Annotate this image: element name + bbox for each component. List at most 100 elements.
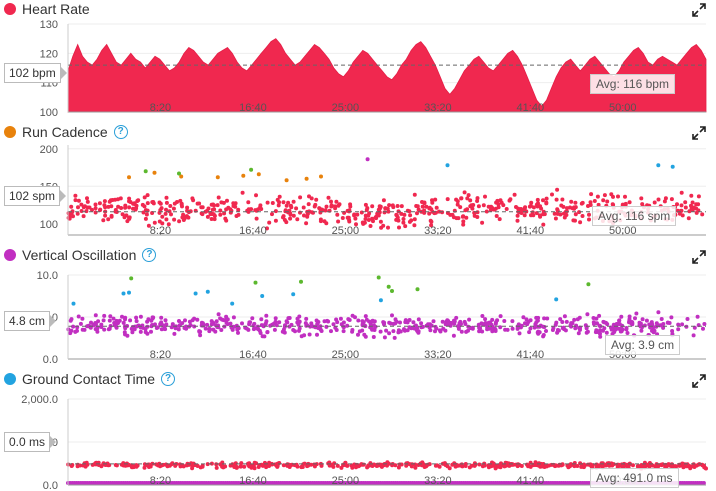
data-point	[160, 214, 165, 219]
data-point	[429, 219, 434, 224]
outlier-point	[127, 175, 131, 180]
outlier-point	[179, 174, 184, 179]
data-point	[399, 211, 404, 216]
data-point	[515, 213, 520, 218]
y-tick-label: 0.0	[43, 354, 58, 366]
data-point	[239, 461, 244, 466]
data-point	[694, 202, 699, 207]
data-point	[577, 326, 582, 330]
data-point	[262, 334, 267, 339]
data-point	[176, 327, 181, 332]
data-point	[683, 200, 688, 205]
expand-icon[interactable]	[692, 374, 706, 388]
data-point	[468, 198, 473, 203]
data-point	[102, 203, 107, 208]
outlier-point	[193, 291, 198, 296]
data-point	[623, 201, 628, 206]
data-point	[465, 207, 470, 212]
data-point	[458, 205, 463, 210]
data-point	[372, 462, 376, 467]
expand-icon[interactable]	[692, 126, 706, 140]
data-point	[498, 462, 503, 467]
outlier-point	[215, 175, 220, 180]
data-point	[554, 197, 559, 202]
data-point	[416, 207, 421, 212]
data-point	[455, 202, 460, 207]
data-point	[462, 190, 467, 195]
data-point	[329, 199, 333, 204]
ground-contact-time-title-text: Ground Contact Time	[22, 371, 156, 387]
data-point	[478, 326, 483, 331]
expand-icon[interactable]	[692, 3, 706, 17]
data-point	[522, 213, 527, 218]
data-point	[517, 331, 522, 336]
data-point	[677, 463, 682, 468]
y-tick-label: 10.0	[37, 270, 58, 282]
expand-icon[interactable]	[692, 250, 706, 264]
data-point	[359, 210, 364, 215]
data-point	[588, 462, 593, 467]
data-point	[236, 212, 241, 217]
data-point	[431, 319, 436, 324]
data-point	[515, 218, 520, 223]
data-point	[280, 329, 285, 334]
data-point	[324, 324, 329, 329]
data-point	[595, 194, 600, 199]
data-point	[146, 462, 151, 467]
data-point	[573, 212, 578, 217]
data-point	[85, 462, 90, 467]
data-point	[498, 314, 503, 319]
data-point	[107, 199, 112, 204]
data-point	[140, 323, 145, 328]
data-point	[644, 462, 649, 467]
data-point	[429, 223, 434, 228]
data-point	[306, 202, 311, 207]
data-point	[552, 211, 557, 216]
data-point	[84, 209, 89, 214]
run-cadence-average-label: Avg: 116 spm	[592, 206, 677, 226]
data-point	[164, 207, 168, 212]
data-point	[455, 199, 460, 204]
outlier-point	[670, 164, 675, 169]
data-point	[617, 322, 622, 327]
data-point	[76, 198, 81, 203]
data-point	[114, 318, 119, 323]
data-point	[225, 198, 229, 203]
data-point	[544, 463, 549, 468]
data-point	[378, 204, 383, 209]
data-point	[220, 464, 225, 469]
help-icon[interactable]: ?	[113, 125, 128, 139]
data-point	[353, 216, 358, 221]
data-point	[181, 464, 186, 469]
data-point	[593, 330, 598, 335]
data-point	[287, 465, 292, 469]
data-point	[650, 322, 655, 327]
data-point	[483, 317, 488, 322]
data-point	[535, 197, 540, 202]
data-point	[318, 209, 323, 214]
data-point	[451, 215, 456, 220]
data-point	[476, 204, 481, 209]
data-point	[324, 204, 329, 209]
data-point	[246, 200, 251, 205]
data-point	[131, 201, 136, 206]
data-point	[700, 212, 705, 217]
help-icon[interactable]: ?	[161, 372, 176, 386]
data-point	[165, 464, 170, 469]
data-point	[403, 224, 408, 229]
data-point	[348, 202, 353, 207]
data-point	[428, 328, 433, 333]
outlier-point	[390, 289, 394, 293]
data-point	[102, 313, 107, 318]
help-icon[interactable]: ?	[142, 248, 157, 262]
data-point	[442, 461, 447, 466]
data-point	[558, 317, 563, 322]
data-point	[437, 328, 442, 333]
x-tick-label: 25:00	[332, 102, 360, 114]
data-point	[334, 317, 339, 322]
data-point	[662, 199, 667, 204]
data-point	[490, 317, 495, 322]
